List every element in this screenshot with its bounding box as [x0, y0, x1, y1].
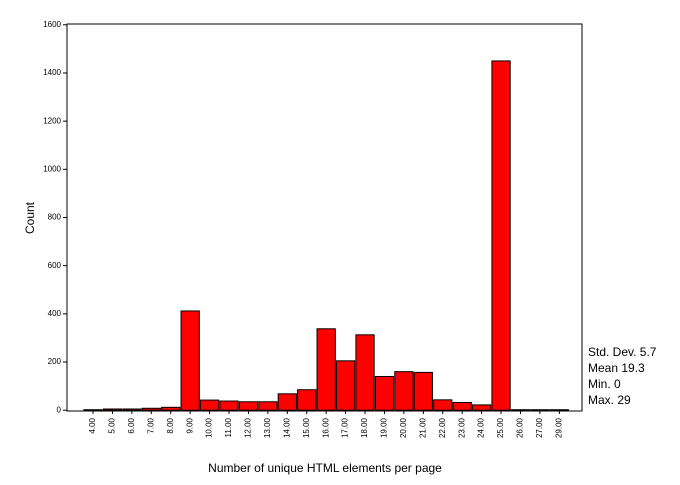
bar: [141, 407, 161, 411]
y-axis-label: Count: [23, 201, 37, 234]
y-tick-label: 800: [48, 213, 62, 222]
bar: [374, 375, 395, 411]
bar: [297, 389, 317, 411]
bar: [277, 393, 297, 411]
bar: [102, 408, 123, 411]
x-tick-label: 13.00: [263, 417, 272, 438]
y-tick-label: 600: [48, 261, 62, 270]
bar: [471, 404, 492, 411]
x-axis-label: Number of unique HTML elements per page: [208, 461, 442, 475]
y-tick-label: 1600: [43, 20, 61, 29]
bar: [180, 310, 200, 411]
x-tick-label: 4.00: [88, 417, 97, 433]
x-tick-label: 27.00: [535, 417, 544, 438]
x-tick-label: 24.00: [477, 417, 486, 438]
x-tick-label: 7.00: [146, 417, 155, 433]
bar: [394, 371, 414, 411]
bar: [199, 399, 220, 411]
stat-text: Min. 0: [588, 377, 621, 391]
bar: [433, 399, 453, 411]
bar: [258, 401, 278, 411]
bar: [316, 328, 336, 411]
stat-text: Std. Dev. 5.7: [588, 345, 657, 359]
stat-text: Mean 19.3: [588, 361, 645, 375]
x-tick-label: 11.00: [224, 417, 233, 437]
x-tick-label: 15.00: [302, 417, 311, 438]
bar: [238, 401, 259, 411]
bar: [219, 400, 239, 411]
bar: [355, 334, 375, 411]
x-tick-label: 17.00: [341, 417, 350, 438]
x-tick-label: 5.00: [108, 417, 117, 433]
x-tick-label: 21.00: [418, 417, 427, 438]
y-tick-label: 400: [48, 309, 62, 318]
x-tick-label: 29.00: [554, 417, 563, 438]
x-tick-label: 12.00: [244, 417, 253, 438]
bar: [161, 406, 181, 411]
x-tick-label: 26.00: [516, 417, 525, 438]
x-tick-label: 20.00: [399, 417, 408, 438]
bar: [413, 371, 433, 411]
y-tick-label: 0: [57, 405, 62, 414]
bar: [452, 401, 472, 411]
x-tick-label: 8.00: [166, 417, 175, 433]
stat-text: Max. 29: [588, 393, 631, 407]
x-tick-label: 19.00: [380, 417, 389, 438]
x-tick-label: 22.00: [438, 417, 447, 438]
y-tick-label: 200: [48, 357, 62, 366]
y-tick-label: 1000: [43, 164, 61, 173]
x-tick-label: 16.00: [321, 417, 330, 438]
bar: [491, 60, 511, 411]
bar: [122, 408, 142, 411]
y-tick-label: 1200: [43, 116, 61, 125]
x-tick-label: 25.00: [496, 417, 505, 438]
y-tick-label: 1400: [43, 68, 61, 77]
x-tick-label: 10.00: [205, 417, 214, 438]
x-tick-label: 6.00: [127, 417, 136, 433]
bar: [335, 360, 356, 411]
x-tick-label: 23.00: [457, 417, 466, 438]
x-tick-label: 9.00: [185, 417, 194, 433]
x-tick-label: 14.00: [282, 417, 291, 438]
x-tick-label: 18.00: [360, 417, 369, 438]
